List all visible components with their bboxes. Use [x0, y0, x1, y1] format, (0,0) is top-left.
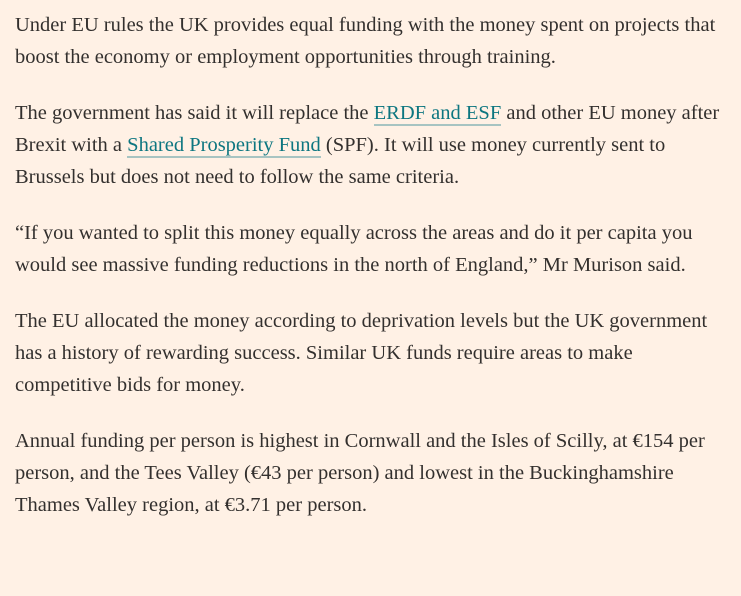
link[interactable]: ERDF and ESF: [373, 102, 502, 126]
text: “If you wanted to split this money equal…: [15, 222, 693, 276]
text: Annual funding per person is highest in …: [15, 430, 705, 516]
text: (SPF). It will use money currently sent …: [15, 134, 666, 188]
text: Under EU rules the UK provides equal fun…: [15, 14, 716, 68]
article: Under EU rules the UK provides equal fun…: [15, 9, 727, 521]
paragraph: The government has said it will replace …: [15, 97, 727, 193]
link[interactable]: Shared Prosperity Fund: [127, 134, 321, 158]
text: and other EU money after Brexit with a: [15, 102, 720, 156]
paragraph: Annual funding per person is highest in …: [15, 425, 727, 521]
text: The EU allocated the money according to …: [15, 310, 708, 396]
paragraph: Under EU rules the UK provides equal fun…: [15, 9, 727, 73]
paragraph: The EU allocated the money according to …: [15, 305, 727, 401]
text: The government has said it will replace …: [15, 102, 374, 124]
paragraph: “If you wanted to split this money equal…: [15, 217, 727, 281]
